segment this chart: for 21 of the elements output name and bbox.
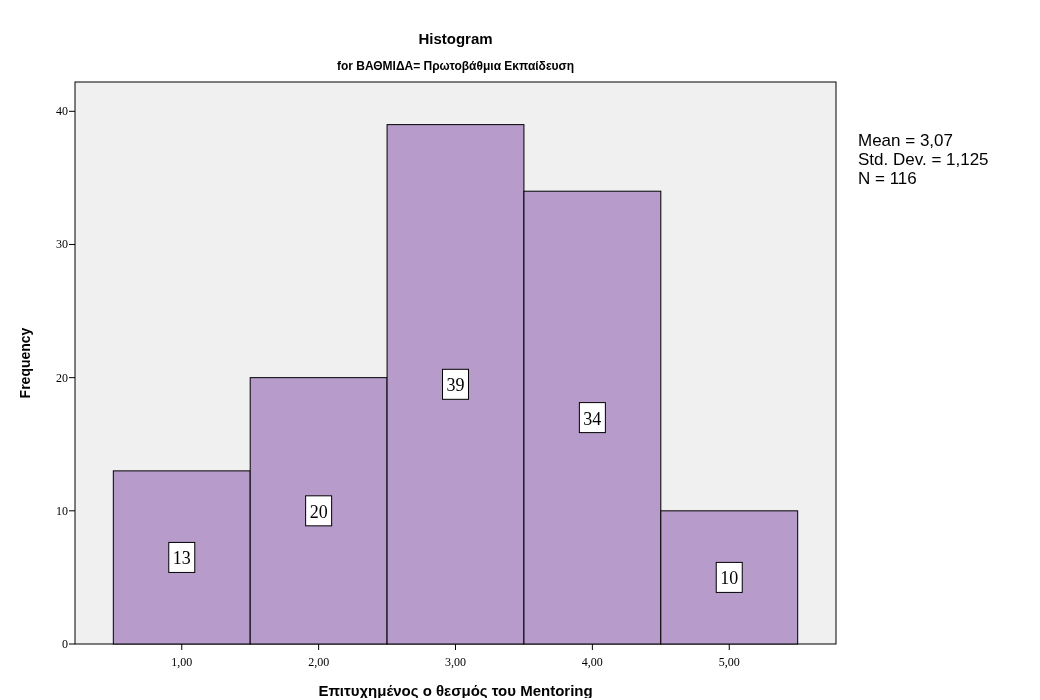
data-label: 10: [720, 568, 739, 589]
x-tick-label: 5,00: [718, 655, 740, 669]
data-label: 20: [309, 501, 328, 522]
y-tick-label: 30: [56, 237, 68, 252]
data-label: 34: [583, 408, 602, 429]
y-tick-label: 40: [56, 104, 68, 119]
y-axis-title: Frequency: [17, 327, 33, 399]
data-label: 13: [172, 548, 191, 569]
x-tick-label: 2,00: [308, 655, 330, 669]
y-tick-label: 20: [56, 370, 68, 385]
text: Mean = 3,07: [858, 131, 953, 150]
chart-subtitle: for ΒΑΘΜΙΔΑ= Πρωτοβάθμια Εκπαίδευση: [336, 59, 575, 73]
y-tick-label: 0: [62, 637, 68, 651]
text: Std. Dev. = 1,125: [858, 150, 989, 169]
chart-title: Histogram: [418, 30, 493, 47]
x-tick-label: 3,00: [445, 655, 466, 669]
x-tick-label: 1,00: [171, 655, 193, 669]
y-tick-label: 10: [56, 503, 68, 518]
x-tick-label: 4,00: [581, 655, 603, 669]
text: N = 116: [858, 169, 917, 188]
data-label: 39: [446, 375, 465, 396]
